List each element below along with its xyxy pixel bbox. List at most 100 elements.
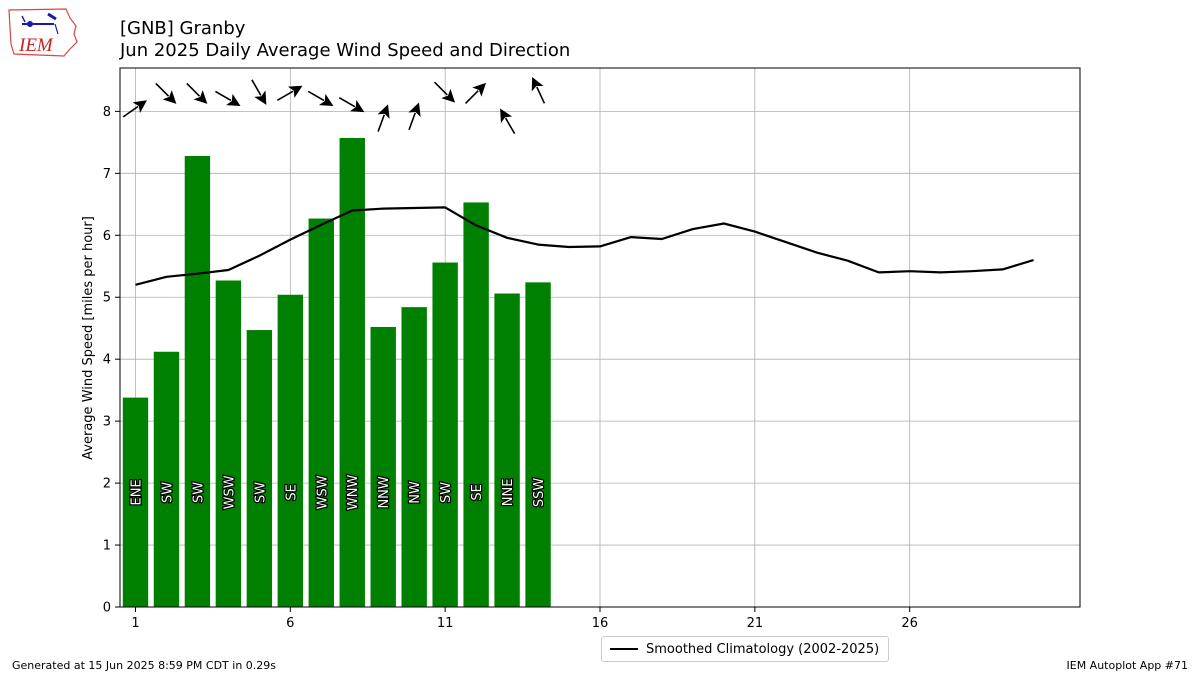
speed-bar xyxy=(184,155,211,607)
wind-arrow-head xyxy=(408,102,421,117)
x-tick-label: 16 xyxy=(592,616,609,631)
wind-arrow-head xyxy=(254,90,267,105)
app-credit: IEM Autoplot App #71 xyxy=(1066,659,1189,672)
direction-label: NW xyxy=(408,481,423,504)
direction-label: SSW xyxy=(532,478,547,508)
y-tick-label: 0 xyxy=(103,601,111,616)
wind-arrow xyxy=(338,96,365,113)
wind-arrow-head xyxy=(287,85,303,98)
wind-arrow-shaft xyxy=(408,112,416,131)
wind-arrow-shaft xyxy=(307,90,325,102)
speed-bar xyxy=(463,202,489,607)
speed-bar xyxy=(122,397,149,607)
direction-label: WNW xyxy=(346,475,361,511)
y-tick-label: 8 xyxy=(103,105,111,120)
y-tick-label: 6 xyxy=(103,229,111,244)
wind-arrow xyxy=(377,104,390,132)
wind-arrow xyxy=(464,82,487,104)
direction-label: SW xyxy=(439,482,454,503)
x-tick-label: 26 xyxy=(901,616,918,631)
wind-arrow-shaft xyxy=(214,90,232,102)
generated-timestamp: Generated at 15 Jun 2025 8:59 PM CDT in … xyxy=(12,659,277,672)
direction-label: SE xyxy=(284,484,299,500)
y-tick-label: 3 xyxy=(103,415,111,430)
wind-arrow-head xyxy=(226,93,241,106)
x-tick-label: 1 xyxy=(131,616,139,631)
x-tick-label: 6 xyxy=(286,616,294,631)
x-tick-label: 21 xyxy=(747,616,764,631)
direction-label: NNW xyxy=(377,476,392,508)
wind-arrow-head xyxy=(318,93,334,106)
speed-bars xyxy=(122,138,551,607)
wind-arrow-shaft xyxy=(155,82,170,97)
y-tick-label: 4 xyxy=(103,353,111,368)
iowa-outline-icon xyxy=(8,8,78,57)
direction-label: SE xyxy=(470,484,485,500)
legend-label: Smoothed Climatology (2002-2025) xyxy=(646,641,880,657)
wind-arrow-head xyxy=(132,100,147,114)
x-tick-label: 11 xyxy=(437,616,454,631)
wind-arrow-shaft xyxy=(276,90,294,101)
direction-label: SW xyxy=(160,482,175,503)
direction-labels: ENE SW SW WSW SW SE WSW WNW NNW NW SW SE NNE SSW xyxy=(128,473,548,511)
wind-arrow-head xyxy=(349,100,365,113)
wind-arrow xyxy=(500,108,516,135)
speed-bar xyxy=(525,282,551,607)
iem-logo-text: IEM xyxy=(18,35,54,56)
direction-label: WSW xyxy=(222,475,237,509)
wind-arrow-head xyxy=(193,90,208,104)
wind-arrow xyxy=(276,85,303,101)
wind-arrow xyxy=(531,76,546,104)
wind-arrow-shaft xyxy=(377,114,386,132)
wind-arrow xyxy=(122,100,147,118)
wind-arrow xyxy=(251,79,267,105)
wind-arrow-head xyxy=(531,76,544,92)
y-axis-label: Average Wind Speed [miles per hour] xyxy=(81,216,96,460)
iem-logo: IEM xyxy=(8,8,78,57)
climatology-line xyxy=(135,206,1034,286)
speed-bar xyxy=(277,294,304,607)
legend: Smoothed Climatology (2002-2025) xyxy=(601,636,890,662)
direction-label: SW xyxy=(191,482,206,503)
wind-arrow-head xyxy=(500,108,513,124)
wind-arrow-shaft xyxy=(186,82,201,97)
wind-arrow-shaft xyxy=(251,79,262,96)
wind-arrow xyxy=(307,90,334,106)
speed-bar xyxy=(308,218,334,607)
speed-bar xyxy=(246,330,273,607)
chart-title-period: Jun 2025 Daily Average Wind Speed and Di… xyxy=(120,40,571,61)
speed-bar xyxy=(432,262,458,607)
wind-arrow-shaft xyxy=(536,86,546,104)
speed-bar xyxy=(215,280,242,607)
speed-bar xyxy=(153,351,180,607)
wind-arrow xyxy=(155,82,177,104)
wind-arrow xyxy=(408,102,421,131)
direction-label: ENE xyxy=(129,479,144,505)
direction-label: SW xyxy=(253,482,268,503)
climatology-series xyxy=(135,206,1034,286)
y-tick-label: 2 xyxy=(103,477,111,492)
y-tick-label: 1 xyxy=(103,539,111,554)
y-tick-label: 5 xyxy=(103,291,111,306)
speed-bar xyxy=(401,307,427,607)
speed-bar xyxy=(370,326,396,607)
wind-arrow-shaft xyxy=(122,105,139,118)
wind-arrow xyxy=(186,82,208,104)
speed-bar xyxy=(339,138,365,607)
y-tick-label: 7 xyxy=(103,167,111,182)
wind-arrow-shaft xyxy=(504,117,516,135)
chart-title-station: [GNB] Granby xyxy=(120,18,246,39)
direction-label: WSW xyxy=(315,475,330,509)
wind-arrows xyxy=(122,76,546,135)
wind-arrow-shaft xyxy=(338,96,356,108)
legend-line-swatch xyxy=(610,648,638,650)
wind-arrow-head xyxy=(162,90,177,104)
wind-arrow xyxy=(214,90,241,106)
direction-label: NNE xyxy=(501,479,516,507)
wind-arrow-shaft xyxy=(433,81,448,96)
wind-arrow-head xyxy=(377,104,390,119)
speed-bar xyxy=(494,293,520,607)
wind-arrow-shaft xyxy=(464,90,479,104)
